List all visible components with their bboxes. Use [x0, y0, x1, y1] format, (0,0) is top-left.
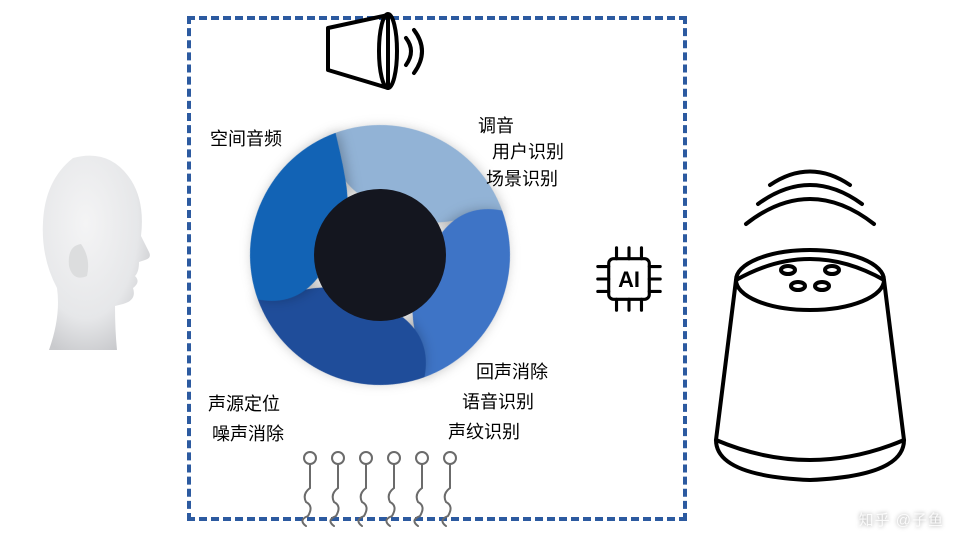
watermark-text: 知乎 @子鱼 — [859, 509, 944, 530]
label-noise-cancel: 噪声消除 — [212, 420, 284, 446]
label-scene-recognition: 场景识别 — [486, 165, 558, 191]
label-echo-cancel: 回声消除 — [476, 358, 548, 384]
label-source-localization: 声源定位 — [208, 390, 280, 416]
label-tuning: 调音 — [478, 112, 514, 138]
ai-chip-icon: AI — [590, 240, 668, 318]
label-user-recognition: 用户识别 — [492, 138, 564, 164]
label-voiceprint: 声纹识别 — [448, 418, 520, 444]
label-speech-recognition: 语音识别 — [462, 388, 534, 414]
smart-speaker-icon — [680, 130, 940, 490]
watermark: 知乎 @子鱼 — [835, 509, 944, 530]
label-spatial-audio: 空间音频 — [210, 125, 282, 151]
loudspeaker-icon — [310, 10, 430, 100]
zhihu-logo-icon — [835, 511, 853, 529]
microphone-array-icon — [290, 448, 470, 528]
human-head-icon — [15, 140, 175, 360]
ai-chip-label: AI — [618, 267, 640, 292]
